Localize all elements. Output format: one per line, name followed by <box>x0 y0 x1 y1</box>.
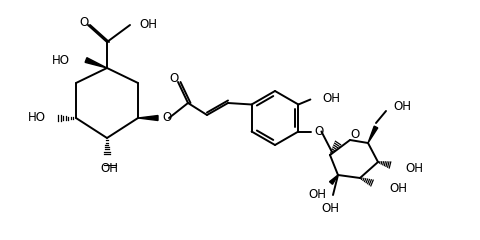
Polygon shape <box>85 58 107 68</box>
Polygon shape <box>367 126 377 143</box>
Text: OH: OH <box>320 202 338 215</box>
Polygon shape <box>138 115 157 120</box>
Polygon shape <box>329 175 337 184</box>
Text: O: O <box>314 125 324 138</box>
Text: OH: OH <box>307 187 325 200</box>
Text: OH: OH <box>100 162 118 175</box>
Text: OH: OH <box>388 182 406 196</box>
Text: O: O <box>169 72 178 85</box>
Text: OH: OH <box>139 18 156 31</box>
Text: OH: OH <box>404 162 422 175</box>
Text: HO: HO <box>28 112 46 125</box>
Text: O: O <box>162 112 171 125</box>
Text: O: O <box>349 128 359 142</box>
Text: OH: OH <box>322 92 340 105</box>
Text: HO: HO <box>52 54 70 66</box>
Text: O: O <box>79 16 88 29</box>
Text: OH: OH <box>392 100 410 113</box>
